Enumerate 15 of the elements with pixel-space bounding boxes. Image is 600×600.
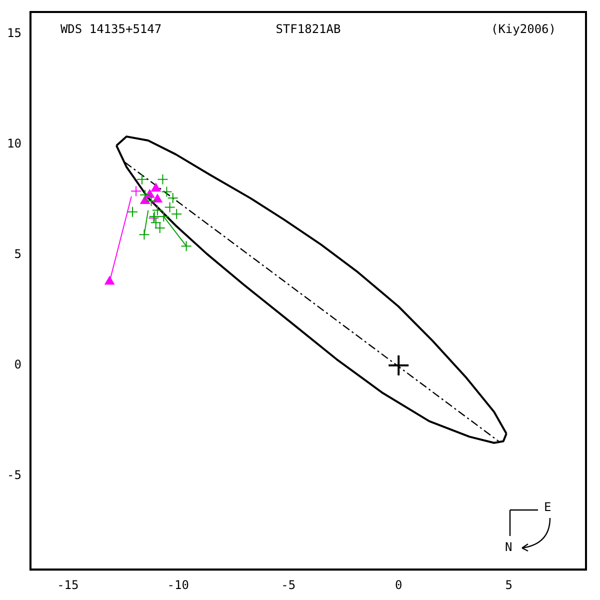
annotation: E xyxy=(544,500,552,514)
x-tick-label: -5 xyxy=(281,578,296,592)
x-tick-label: 5 xyxy=(505,578,512,592)
annotation: N xyxy=(505,540,512,554)
x-tick-label: -15 xyxy=(57,578,79,592)
y-tick-label: 10 xyxy=(6,136,22,151)
text: WDS 14135+5147 xyxy=(60,22,162,36)
y-tick-label: 5 xyxy=(14,247,22,262)
x-tick-label: -10 xyxy=(167,578,189,592)
text: STF1821AB xyxy=(276,22,341,36)
y-tick-label: 0 xyxy=(14,357,22,372)
annotation: (Kiy2006) xyxy=(490,22,556,36)
y-tick-label: 15 xyxy=(6,26,22,40)
x-tick-label: 0 xyxy=(394,578,402,592)
y-tick-label: -5 xyxy=(6,468,22,482)
